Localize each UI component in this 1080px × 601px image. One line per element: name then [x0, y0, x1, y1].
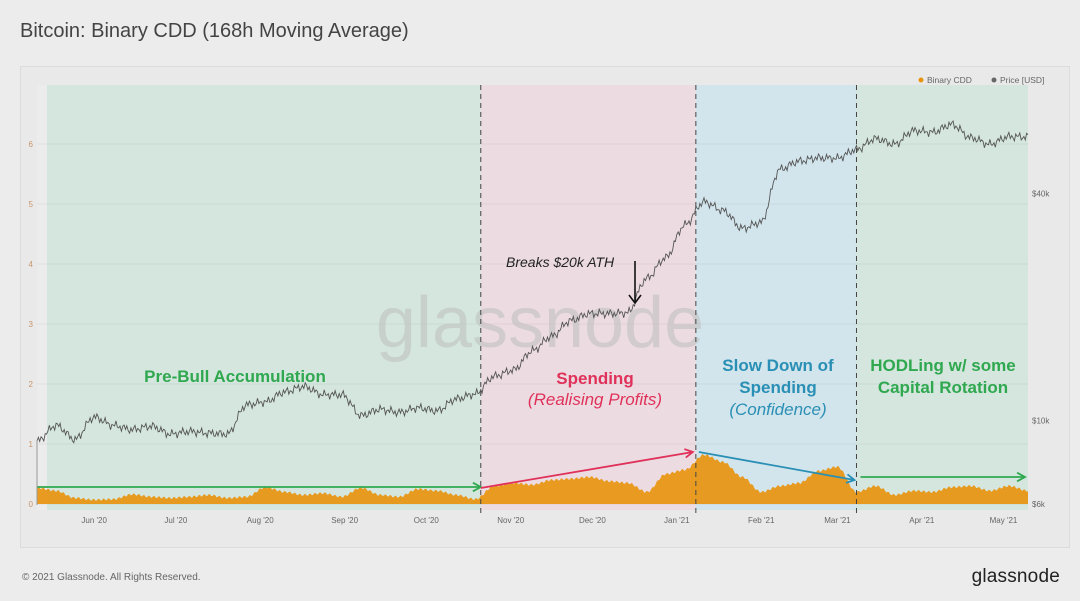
- watermark: glassnode: [376, 283, 704, 363]
- spending-arrow-head-icon: [684, 448, 695, 459]
- phase4-label-line2: Capital Rotation: [878, 378, 1008, 397]
- left-axis-tick: 2: [29, 380, 34, 389]
- phase2-sublabel: (Realising Profits): [528, 390, 662, 409]
- hodling-arrow: [860, 471, 1027, 483]
- phase3-sublabel: (Confidence): [729, 400, 826, 419]
- left-axis-tick: 1: [29, 440, 34, 449]
- slowdown-arrow-shaft: [698, 451, 855, 481]
- legend-cdd-label[interactable]: Binary CDD: [927, 75, 972, 85]
- copyright: © 2021 Glassnode. All Rights Reserved.: [22, 572, 201, 583]
- hodling-arrow-head-icon: [1016, 471, 1027, 483]
- legend-cdd-marker: [918, 77, 924, 83]
- x-axis-tick: Jun '20: [81, 516, 107, 525]
- spending-arrow-shaft: [480, 451, 694, 489]
- chart-title: Bitcoin: Binary CDD (168h Moving Average…: [20, 20, 409, 42]
- right-axis-tick: $40k: [1032, 189, 1050, 198]
- x-axis-tick: Aug '20: [247, 516, 274, 525]
- x-axis-tick: Apr '21: [909, 516, 935, 525]
- right-axis-tick: $10k: [1032, 416, 1050, 425]
- x-axis-tick: Nov '20: [497, 516, 524, 525]
- slowdown-arrow-head-icon: [845, 473, 857, 484]
- slowdown-arrow: [698, 451, 857, 484]
- x-axis-tick: Feb '21: [748, 516, 775, 525]
- x-axis-tick: Jan '21: [664, 516, 690, 525]
- x-axis-tick: May '21: [990, 516, 1018, 525]
- accumulation-arrow: [37, 481, 483, 493]
- legend-price-label[interactable]: Price [USD]: [1000, 75, 1044, 85]
- left-axis-tick: 4: [29, 260, 34, 269]
- phase-background-spending: [480, 85, 696, 510]
- spending-arrow: [480, 448, 695, 489]
- glassnode-logo[interactable]: glassnode: [971, 566, 1060, 587]
- x-axis-tick: Mar '21: [824, 516, 851, 525]
- price-line: [36, 120, 1029, 444]
- left-axis-tick: 5: [29, 200, 34, 209]
- left-axis-tick: 3: [29, 320, 34, 329]
- x-axis-tick: Oct '20: [414, 516, 440, 525]
- accumulation-arrow-head-icon: [472, 481, 483, 493]
- phase1-label: Pre-Bull Accumulation: [144, 367, 326, 386]
- ath-annotation: Breaks $20k ATH: [506, 254, 615, 270]
- phase3-label-line1: Slow Down of: [722, 356, 834, 375]
- x-axis-tick: Dec '20: [579, 516, 606, 525]
- legend-price-marker: [991, 77, 997, 83]
- ath-arrow-icon: [628, 261, 642, 305]
- legend: Binary CDD Price [USD]: [918, 75, 1044, 85]
- cdd-area: [37, 453, 1028, 504]
- right-axis-tick: $6k: [1032, 500, 1046, 509]
- left-axis-tick: 6: [29, 140, 34, 149]
- phase3-label-line2: Spending: [739, 378, 816, 397]
- phase-background-slowdown: [695, 85, 857, 510]
- phase-background-accumulation: [47, 85, 481, 510]
- phase2-label: Spending: [556, 369, 633, 388]
- phase4-label-line1: HODLing w/ some: [870, 356, 1015, 375]
- x-axis-tick: Sep '20: [331, 516, 358, 525]
- x-axis-tick: Jul '20: [164, 516, 187, 525]
- left-axis-tick: 0: [29, 500, 34, 509]
- phase-background-hodling: [856, 85, 1028, 510]
